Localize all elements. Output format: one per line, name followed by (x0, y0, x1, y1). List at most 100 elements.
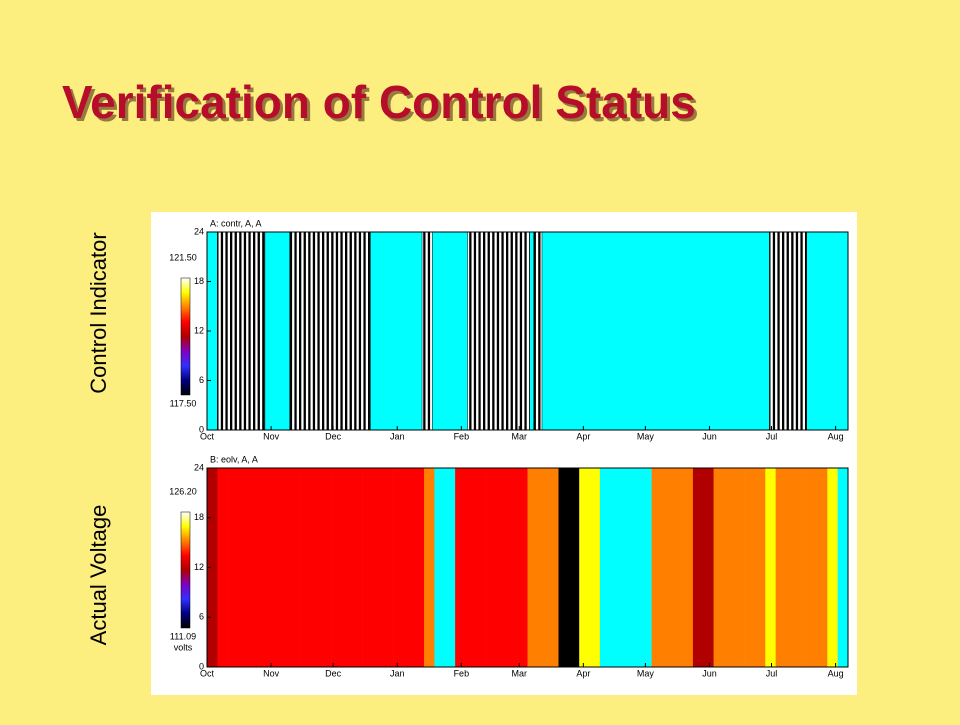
colorbar (180, 277, 191, 396)
y-tick-label: 12 (194, 325, 204, 335)
heatmap-cell (765, 468, 776, 667)
slide-title: Verification of Control Status (62, 76, 696, 128)
side-label: Actual Voltage (86, 505, 111, 646)
heatmap-cell (796, 468, 807, 667)
heatmap-cell (558, 468, 570, 667)
heatmap-cell (661, 468, 673, 667)
colorbar (180, 511, 191, 629)
y-tick-label: 6 (199, 612, 204, 622)
control-span (289, 231, 371, 431)
y-tick-label: 18 (194, 512, 204, 522)
x-tick-label: Jun (702, 431, 717, 441)
x-tick-label: Jan (390, 431, 405, 441)
heatmap-cell (579, 468, 590, 667)
y-tick-label: 24 (194, 226, 204, 236)
y-tick-label: 24 (194, 462, 204, 472)
heatmap-cell (320, 468, 332, 667)
side-label: Control Indicator (86, 232, 111, 393)
heatmap-cell (610, 468, 621, 667)
x-tick-label: Mar (511, 668, 527, 678)
heatmap-cell (672, 468, 683, 667)
colorbar-unit: volts (174, 642, 193, 652)
heatmap-cell (289, 468, 301, 667)
x-tick-label: Oct (200, 431, 215, 441)
heatmap-cell (589, 468, 601, 667)
heatmap-cell (444, 468, 456, 667)
y-tick-label: 18 (194, 276, 204, 286)
heatmap-cell (486, 468, 497, 667)
y-tick-label: 0 (199, 661, 204, 671)
heatmap-cell (248, 468, 259, 667)
heatmap-cell (723, 468, 735, 667)
x-tick-label: Jul (766, 668, 778, 678)
heatmap-cell (775, 468, 787, 667)
colorbar-label: 126.20 (169, 486, 197, 496)
heatmap-cell (837, 468, 849, 667)
heatmap-cell (713, 468, 725, 667)
colorbar-label: 121.50 (169, 252, 197, 262)
heatmap-cell (703, 468, 714, 667)
heatmap-cell (517, 468, 528, 667)
heatmap-cell (258, 468, 270, 667)
x-tick-label: Apr (576, 668, 590, 678)
heatmap-cell (227, 468, 239, 667)
heatmap-cell (455, 468, 466, 667)
heatmap-cell (351, 468, 363, 667)
x-tick-label: Jul (766, 431, 778, 441)
x-tick-label: May (637, 431, 655, 441)
heatmap-cell (785, 468, 797, 667)
x-tick-label: Nov (263, 668, 280, 678)
heatmap-cell (475, 468, 487, 667)
heatmap-cell (548, 468, 559, 667)
heatmap-cell (754, 468, 766, 667)
heatmap-cell (382, 468, 394, 667)
heatmap-cell (734, 468, 745, 667)
chart-title: A: contr, A, A (210, 218, 262, 228)
heatmap-cell (651, 468, 663, 667)
x-tick-label: Nov (263, 431, 280, 441)
control-span (421, 231, 433, 431)
x-tick-label: May (637, 668, 655, 678)
heatmap-cell (537, 468, 549, 667)
x-tick-label: Jan (390, 668, 405, 678)
x-tick-label: Feb (454, 668, 470, 678)
heatmap-cell (393, 468, 404, 667)
x-tick-label: Jun (702, 668, 717, 678)
heatmap-cell (744, 468, 756, 667)
heatmap-cell (269, 468, 280, 667)
control-span (533, 231, 543, 431)
x-tick-label: Dec (325, 668, 342, 678)
heatmap-cell (300, 468, 311, 667)
x-tick-label: Apr (576, 431, 590, 441)
heatmap-cell (816, 468, 828, 667)
heatmap-cell (527, 468, 539, 667)
heatmap-cell (362, 468, 373, 667)
control-span (467, 231, 530, 431)
x-tick-label: Mar (511, 431, 527, 441)
x-tick-label: Dec (325, 431, 342, 441)
heatmap-cell (496, 468, 508, 667)
x-tick-label: Aug (828, 431, 844, 441)
heatmap-cell (310, 468, 322, 667)
heatmap-cell (682, 468, 694, 667)
control-span (217, 231, 266, 431)
colorbar-label: 117.50 (170, 398, 197, 408)
heatmap-cell (279, 468, 291, 667)
y-tick-label: 0 (199, 424, 204, 434)
heatmap-cell (692, 468, 704, 667)
heatmap-cell (641, 468, 652, 667)
y-tick-label: 6 (199, 375, 204, 385)
heatmap-cell (620, 468, 632, 667)
heatmap-cell (341, 468, 353, 667)
heatmap-cell (465, 468, 477, 667)
heatmap-cell (506, 468, 518, 667)
heatmap-cell (372, 468, 384, 667)
heatmap-cell (630, 468, 642, 667)
x-tick-label: Oct (200, 668, 215, 678)
x-tick-label: Feb (454, 431, 470, 441)
heatmap-cell (599, 468, 611, 667)
heatmap-cell (217, 468, 228, 667)
heatmap-cell (568, 468, 580, 667)
y-tick-label: 12 (194, 562, 204, 572)
heatmap-cell (403, 468, 415, 667)
